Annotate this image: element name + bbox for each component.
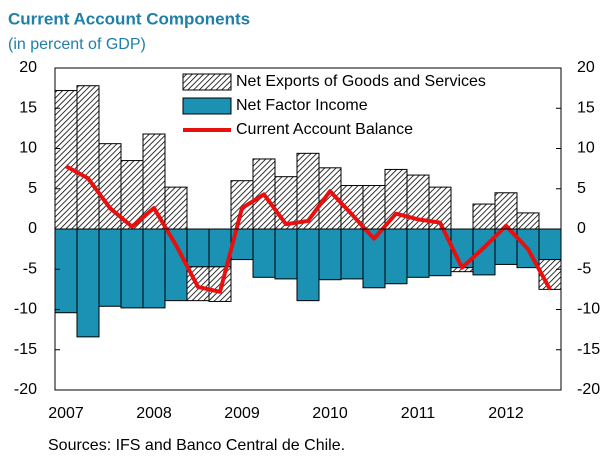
legend-label: Current Account Balance [236, 121, 413, 138]
y-tick-label: 0 [28, 220, 37, 237]
bar-segment [274, 228, 298, 280]
bar-segment [472, 203, 496, 230]
legend-label: Net Exports of Goods and Services [236, 73, 486, 90]
bar-segment [340, 228, 364, 280]
plot-area: -20 -15 -10 -5 0 5 10 15 20 -20 -15 -10 -5 0 5 10 15 20 20… [14, 59, 600, 422]
bar-segment [494, 192, 518, 230]
y2-tick-label: -10 [577, 301, 600, 318]
x-tick-label: 2009 [224, 405, 260, 422]
bar-segment [252, 228, 276, 278]
y-tick-label: 10 [19, 140, 37, 157]
y-tick-label: 5 [28, 180, 37, 197]
y-tick-label: 15 [19, 99, 37, 116]
x-tick-label: 2007 [48, 405, 84, 422]
y2-tick-label: 10 [577, 140, 595, 157]
y2-tick-label: 15 [577, 99, 595, 116]
y2-tick-label: -5 [577, 260, 591, 277]
bar-segment [164, 228, 188, 302]
bar-segment [384, 228, 408, 285]
legend-label: Net Factor Income [236, 97, 368, 114]
legend-swatch [182, 73, 232, 91]
bar-segment [164, 186, 188, 230]
bar-segment [76, 228, 100, 338]
y-tick-label: -5 [23, 260, 37, 277]
chart-subtitle: (in percent of GDP) [8, 36, 146, 53]
bar-segment [76, 85, 100, 230]
bar-segment [318, 228, 342, 281]
y-tick-label: 20 [19, 59, 37, 76]
y2-tick-label: -15 [577, 341, 600, 358]
y-tick-label: -10 [14, 301, 37, 318]
line-series [65, 164, 552, 294]
legend-swatch [182, 97, 232, 115]
y-tick-label: -15 [14, 341, 37, 358]
bar-segment [538, 228, 562, 261]
bar-segment [186, 228, 210, 268]
bar-segment [516, 212, 540, 230]
bar-segment [406, 228, 430, 278]
bar-segment [362, 185, 386, 230]
legend: Net Exports of Goods and Services Net Fac… [182, 73, 486, 138]
y2-tick-label: 20 [577, 59, 595, 76]
x-tick-label: 2008 [136, 405, 172, 422]
bar-segment [98, 228, 122, 307]
y2-tick-label: 0 [577, 220, 586, 237]
bar-segment [142, 228, 166, 309]
bar-segment [54, 90, 78, 230]
chart-title: Current Account Components [8, 9, 250, 28]
y-tick-label: -20 [14, 381, 37, 398]
source-note: Sources: IFS and Banco Central de Chile. [48, 437, 345, 454]
bar-segment [54, 228, 78, 314]
x-tick-label: 2012 [488, 405, 524, 422]
x-tick-label: 2010 [312, 405, 348, 422]
x-tick-label: 2011 [401, 405, 436, 422]
bar-segment [296, 228, 320, 302]
y2-tick-label: -20 [577, 381, 600, 398]
y2-tick-label: 5 [577, 180, 586, 197]
bar-segment [120, 228, 144, 309]
